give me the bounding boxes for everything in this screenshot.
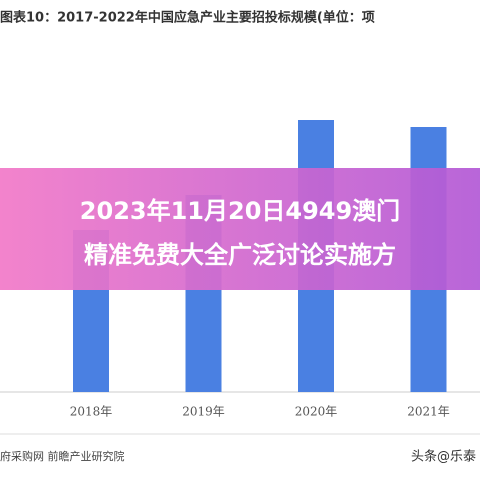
x-tick-label: 2021年 xyxy=(407,405,450,419)
watermark: 头条@乐泰 xyxy=(411,449,476,465)
x-tick-label: 2020年 xyxy=(295,405,338,419)
chart-title: 图表10：2017-2022年中国应急产业主要招投标规模(单位：项 xyxy=(0,10,375,26)
banner xyxy=(0,168,480,290)
x-tick-label: 2018年 xyxy=(70,405,113,419)
banner-line: 2023年11月20日4949澳门 xyxy=(80,197,400,225)
source: 府采购网 前瞻产业研究院 xyxy=(0,449,125,463)
banner-line: 精准免费大全广泛讨论实施方 xyxy=(84,241,396,269)
x-tick-label: 2019年 xyxy=(182,405,225,419)
